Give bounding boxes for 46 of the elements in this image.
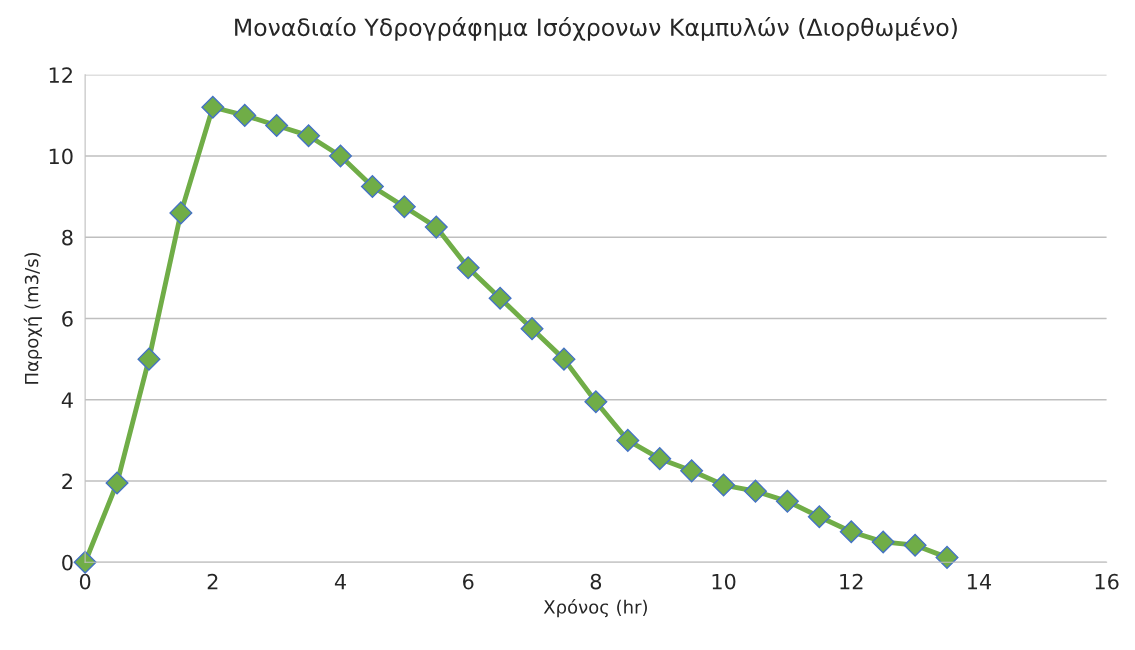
point <box>648 447 672 471</box>
y-tick-label: 10 <box>49 148 73 165</box>
point <box>297 124 321 148</box>
point <box>105 471 129 495</box>
point <box>807 505 831 529</box>
point <box>488 286 512 310</box>
point <box>552 347 576 371</box>
point <box>839 520 863 544</box>
point <box>137 347 161 371</box>
point <box>329 144 352 168</box>
point <box>712 473 736 497</box>
x-tick-label: 10 <box>712 573 736 590</box>
x-tick-label: 2 <box>207 573 218 590</box>
point <box>201 95 225 119</box>
x-tick-label: 12 <box>840 573 863 590</box>
x-tick-label: 14 <box>967 574 992 590</box>
y-tick-label: 8 <box>62 229 73 246</box>
y-tick-label: 0 <box>62 554 73 571</box>
y-tick-label: 4 <box>61 392 73 408</box>
point <box>775 489 799 513</box>
point <box>871 530 895 554</box>
chart-title: Μοναδιαίο Υδρογράφημα Ισόχρονων Καμπυλών (Διορθωμένο) <box>235 16 957 41</box>
x-tick-label: 0 <box>79 573 91 590</box>
point <box>360 174 384 198</box>
y-axis-title: Παροχή (m3/s) <box>23 252 42 384</box>
point <box>456 256 480 280</box>
point <box>935 545 959 569</box>
y-tick-label: 12 <box>49 67 72 83</box>
point <box>520 317 544 341</box>
y-tick-label: 6 <box>62 310 73 327</box>
point <box>265 114 289 138</box>
x-tick-label: 4 <box>334 574 346 590</box>
point <box>680 459 704 483</box>
point <box>424 215 448 239</box>
x-tick-label: 16 <box>1095 573 1119 590</box>
y-tick-label: 2 <box>62 473 72 489</box>
point <box>584 390 608 414</box>
x-tick-label: 8 <box>590 573 602 590</box>
point <box>392 195 416 219</box>
point <box>903 533 927 557</box>
point <box>743 479 767 503</box>
point <box>616 428 640 452</box>
point <box>233 103 257 127</box>
x-tick-label: 6 <box>463 573 474 590</box>
x-axis-title: Χρόνος (hr) <box>543 599 647 618</box>
point <box>169 201 193 225</box>
